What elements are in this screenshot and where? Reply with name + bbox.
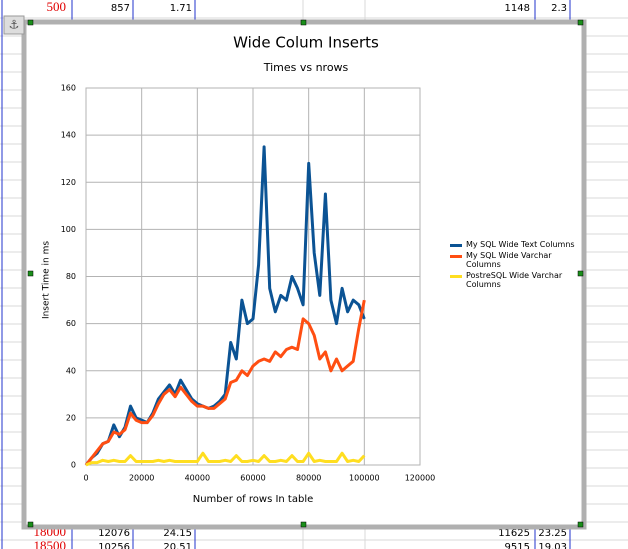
y-tick-label: 120 [61,178,76,187]
cell: 23.25 [538,528,567,539]
y-tick-label: 40 [66,366,76,375]
cell: 1.71 [170,3,192,14]
y-tick-label: 100 [61,225,76,234]
x-tick-label: 60000 [240,474,265,483]
row-header: 18500 [34,538,67,549]
y-tick-label: 0 [71,461,76,470]
y-tick-label: 20 [66,413,76,422]
series-line [84,299,366,466]
cell: 12076 [98,528,130,539]
cell: 24.15 [163,528,192,539]
x-tick-label: 20000 [129,474,154,483]
chart-subtitle: Times vs nrows [263,61,349,74]
legend-item: PostreSQL Wide Varchar Columns [450,271,580,289]
y-axis-label: Insert Time in ms [42,241,52,319]
x-tick-label: 80000 [296,474,321,483]
row-header: 500 [47,0,67,14]
series-line [85,451,366,467]
anchor-icon[interactable] [3,15,25,35]
y-tick-label: 80 [66,272,76,281]
cell: 857 [111,3,130,14]
anchor-glyph: ⚓ [9,18,20,32]
x-tick-label: 100000 [349,474,380,483]
x-tick-label: 0 [83,474,88,483]
y-tick-label: 160 [61,84,76,93]
chart-title: Wide Colum Inserts [233,34,379,52]
cell: 2.3 [551,3,567,14]
legend: My SQL Wide Text Columns My SQL Wide Varc… [450,240,580,291]
cell: 20.51 [163,542,192,549]
legend-label: My SQL Wide Varchar Columns [466,251,552,269]
x-axis-label: Number of rows In table [193,494,314,505]
legend-item: My SQL Wide Varchar Columns [450,251,580,269]
selection-handles [27,19,584,528]
x-tick-label: 120000 [405,474,436,483]
legend-item: My SQL Wide Text Columns [450,240,580,249]
y-tick-label: 60 [66,319,76,328]
cell: 1148 [505,3,530,14]
legend-swatch [450,275,462,278]
cell: 19.03 [538,542,567,549]
cell: 11625 [498,528,530,539]
legend-label: PostreSQL Wide Varchar Columns [466,271,563,289]
legend-label: My SQL Wide Text Columns [466,240,575,249]
cell: 9515 [505,542,530,549]
legend-swatch [450,255,462,258]
y-tick-label: 140 [61,131,76,140]
legend-swatch [450,244,462,247]
x-tick-label: 40000 [185,474,210,483]
cell: 10256 [98,542,130,549]
